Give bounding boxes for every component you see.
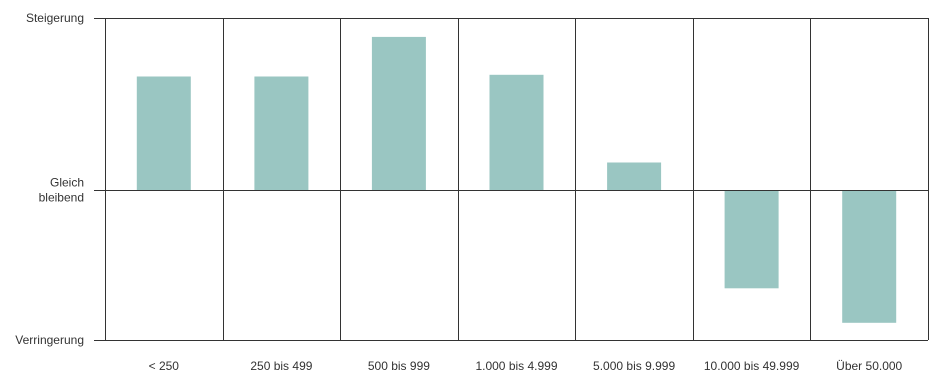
bars-layer xyxy=(136,36,897,323)
x-tick-label: Über 50.000 xyxy=(836,359,902,372)
x-tick-label: 1.000 bis 4.999 xyxy=(475,359,557,372)
y-tick-label: Steigerung xyxy=(26,11,84,25)
grid-layer xyxy=(105,18,929,340)
bar xyxy=(254,76,309,190)
x-tick-label: 500 bis 999 xyxy=(368,359,430,372)
bar xyxy=(489,74,544,190)
bar xyxy=(607,162,662,190)
x-tick-label: 10.000 bis 49.999 xyxy=(704,359,800,372)
axis-layer xyxy=(94,18,928,341)
bar xyxy=(724,190,779,289)
bar xyxy=(842,190,897,323)
y-tick-label: Verringerung xyxy=(15,333,84,347)
x-tick-label: < 250 xyxy=(149,359,180,372)
bar xyxy=(371,36,426,191)
x-tick-label: 250 bis 499 xyxy=(250,359,312,372)
x-tick-label: 5.000 bis 9.999 xyxy=(593,359,675,372)
y-tick-label: Gleich bleibend xyxy=(39,176,84,205)
y-tick-labels: Steigerung Gleich bleibend Verringerung xyxy=(15,11,84,347)
x-tick-labels: < 250 250 bis 499 500 bis 999 1.000 bis 4.9… xyxy=(149,359,903,372)
bar xyxy=(136,76,191,190)
